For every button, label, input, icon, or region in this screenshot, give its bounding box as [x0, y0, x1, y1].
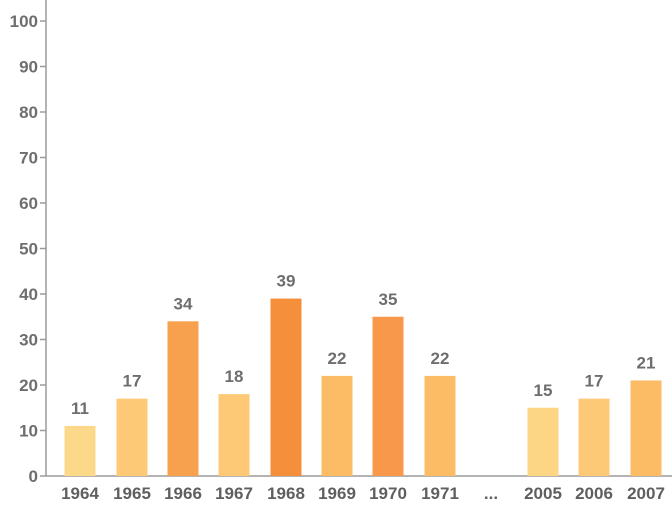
x-tick-label-1964: 1964 [61, 484, 99, 503]
y-tick-label: 30 [19, 331, 38, 350]
y-tick-label: 0 [29, 467, 38, 486]
bar-1970 [372, 316, 404, 476]
value-label-1969: 22 [328, 349, 347, 368]
x-tick-label-1966: 1966 [164, 484, 202, 503]
y-tick-label: 20 [19, 376, 38, 395]
y-axis-ticks: 0 10 20 30 40 50 60 70 80 90 100 [10, 12, 46, 486]
y-tick-label: 40 [19, 285, 38, 304]
x-tick-label-2006: 2006 [575, 484, 613, 503]
bars-group [64, 298, 662, 476]
bar-1966 [167, 321, 199, 476]
value-label-1964: 11 [71, 399, 89, 418]
bar-1969 [321, 375, 353, 476]
y-tick-label: 10 [19, 422, 38, 441]
bar-1964 [64, 425, 96, 476]
bar-1971 [424, 375, 456, 476]
value-label-1967: 18 [225, 367, 244, 386]
value-label-1965: 17 [123, 372, 142, 391]
bar-1965 [116, 398, 148, 476]
x-tick-label-1971: 1971 [421, 484, 459, 503]
value-label-1966: 34 [174, 294, 193, 313]
value-label-2007: 21 [637, 353, 656, 372]
x-tick-label-1970: 1970 [369, 484, 407, 503]
y-tick-label: 100 [10, 12, 38, 31]
value-label-2005: 15 [534, 381, 553, 400]
x-tick-label-1969: 1969 [318, 484, 356, 503]
x-tick-label-ellipsis: ... [484, 484, 498, 503]
x-tick-label-1967: 1967 [215, 484, 253, 503]
y-tick-label: 90 [19, 58, 38, 77]
y-tick-label: 80 [19, 103, 38, 122]
value-label-2006: 17 [585, 372, 604, 391]
x-axis-tick-labels: 1964 1965 1966 1967 1968 1969 1970 1971... 2005 2… [61, 484, 665, 503]
bar-2005 [527, 407, 559, 476]
bar-1967 [218, 394, 250, 476]
y-tick-label: 70 [19, 149, 38, 168]
x-tick-label-1968: 1968 [267, 484, 305, 503]
y-tick-label: 60 [19, 194, 38, 213]
value-label-1968: 39 [277, 272, 296, 291]
bar-2006 [578, 398, 610, 476]
x-tick-label-1965: 1965 [113, 484, 151, 503]
value-label-1970: 35 [379, 290, 398, 309]
value-label-1971: 22 [431, 349, 450, 368]
bar-1968 [270, 298, 302, 476]
x-tick-label-2005: 2005 [524, 484, 562, 503]
bar-2007 [630, 380, 662, 476]
value-labels-group: 11 17 34 18 39 22 35 22 15 17 21 [71, 272, 655, 418]
x-tick-label-2007: 2007 [627, 484, 665, 503]
y-tick-label: 50 [19, 240, 38, 259]
